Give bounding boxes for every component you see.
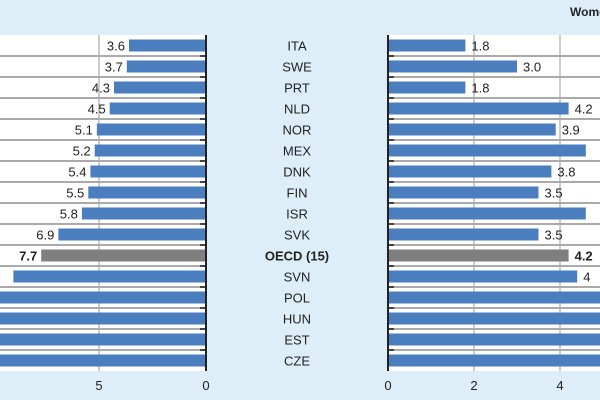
x-tick-label: 4 (556, 378, 563, 393)
category-label: FIN (287, 186, 308, 201)
data-label: 4 (583, 270, 590, 285)
data-label: 7.7 (19, 249, 37, 264)
data-label: 3.5 (545, 186, 563, 201)
category-label: DNK (283, 165, 311, 180)
category-label: ISR (286, 207, 308, 222)
data-label: 3.0 (523, 60, 541, 75)
category-label: NLD (284, 102, 310, 117)
bar (388, 270, 578, 283)
bar (388, 312, 600, 325)
bar (388, 60, 517, 73)
data-label: 5.4 (68, 165, 86, 180)
left-panel: 3.6 3.7 4.3 4.5 5.1 5.2 5.4 5.5 5.8 6.9 7.7 5 0 (0, 35, 210, 393)
category-label: EST (284, 333, 309, 348)
category-label: CZE (284, 354, 310, 369)
data-label: 4.2 (575, 249, 593, 264)
data-label: 3.5 (545, 228, 563, 243)
bar (109, 102, 206, 115)
data-label: 3.9 (562, 123, 580, 138)
data-label: 1.8 (471, 81, 489, 96)
data-label: 4.2 (575, 102, 593, 117)
bar (0, 291, 206, 304)
bar (128, 39, 206, 52)
bar (0, 333, 206, 346)
category-label: PRT (284, 81, 310, 96)
bar (388, 228, 539, 241)
data-label: 6.9 (36, 228, 54, 243)
category-label: HUN (283, 312, 311, 327)
data-label: 3.8 (557, 165, 575, 180)
x-tick-label: 2 (470, 378, 477, 393)
bar (388, 207, 586, 220)
bar (388, 102, 569, 115)
category-label: MEX (283, 144, 312, 159)
bar (388, 186, 539, 199)
bar (388, 81, 466, 94)
data-label: 5.2 (73, 144, 91, 159)
data-label: 3.7 (105, 60, 123, 75)
bar (113, 81, 206, 94)
category-label: SVK (284, 228, 310, 243)
data-label: 3.6 (107, 39, 125, 54)
bar (88, 186, 206, 199)
right-panel: 1.8 3.0 1.8 4.2 3.9 3.8 3.5 3.5 4.2 4 0 2 4 (384, 35, 600, 393)
data-label: 5.8 (60, 207, 78, 222)
bar (0, 354, 206, 367)
bar (90, 165, 206, 178)
right-panel-title: Women (570, 5, 600, 19)
data-label: 1.8 (471, 39, 489, 54)
bar (388, 291, 600, 304)
category-label: OECD (15) (265, 249, 329, 264)
data-label: 5.1 (75, 123, 93, 138)
x-tick-label: 0 (202, 378, 209, 393)
category-label: POL (284, 291, 310, 306)
bar (96, 123, 206, 136)
bar (388, 123, 556, 136)
bar (58, 228, 207, 241)
category-label: SWE (282, 60, 312, 75)
bar (81, 207, 206, 220)
category-labels: ITA SWE PRT NLD NOR MEX DNK FIN ISR SVK OECD (15) S… (265, 39, 329, 369)
data-label: 4.5 (88, 102, 106, 117)
category-label: ITA (287, 39, 307, 54)
x-tick-label: 5 (95, 378, 102, 393)
bar (388, 333, 600, 346)
bar (388, 144, 586, 157)
bar (41, 249, 206, 262)
bar (13, 270, 207, 283)
data-label: 4.3 (92, 81, 110, 96)
data-label: 5.5 (66, 186, 84, 201)
bar (94, 144, 206, 157)
category-label: SVN (284, 270, 311, 285)
bar (388, 249, 569, 262)
bar (388, 354, 600, 367)
x-tick-label: 0 (384, 378, 391, 393)
bar (0, 312, 206, 325)
category-label: NOR (283, 123, 312, 138)
bar (126, 60, 206, 73)
bar (388, 165, 552, 178)
bar (388, 39, 466, 52)
